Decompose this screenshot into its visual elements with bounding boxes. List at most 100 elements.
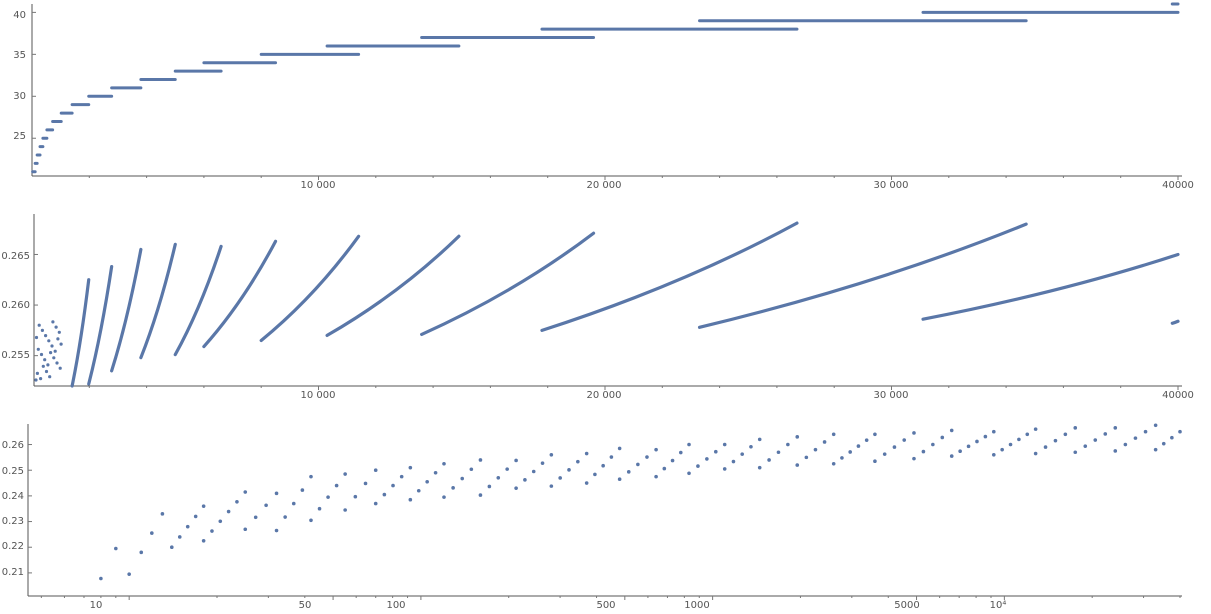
log-point (873, 432, 877, 437)
middle-panel-fractional: 10 000 20 000 30 000 40000 0.255 0.260 0… (1, 214, 1194, 401)
bottom-ytick-label-025: 0.25 (2, 466, 24, 477)
cluster-point (40, 328, 45, 332)
log-point (531, 469, 536, 474)
log-point (740, 452, 745, 456)
log-point (912, 456, 916, 461)
log-point (185, 524, 190, 529)
top-xtick-label-20000: 20 000 (587, 180, 622, 191)
bottom-xtick-label-1000: 1000 (684, 600, 709, 611)
log-point (1170, 435, 1174, 440)
cluster-point (55, 361, 59, 365)
log-point (636, 462, 640, 467)
log-point (840, 456, 844, 460)
log-point (786, 442, 790, 447)
log-point (540, 461, 545, 465)
cluster-point (47, 339, 51, 343)
log-point (975, 439, 979, 444)
log-point (451, 486, 455, 490)
bottom-xtick-label-5000: 5000 (894, 600, 919, 611)
cluster-point (51, 320, 55, 324)
branch-curve (1170, 319, 1180, 325)
cluster-point (39, 352, 44, 357)
log-point (1063, 432, 1068, 437)
log-point (291, 501, 296, 506)
mid-xtick-label-10000: 10 000 (301, 390, 336, 401)
log-point (983, 434, 988, 439)
log-point (442, 495, 446, 499)
log-point (731, 459, 736, 464)
log-point (864, 438, 869, 442)
branch-curve (325, 234, 461, 338)
cluster-point (34, 335, 39, 340)
log-point (243, 527, 248, 532)
log-point (1025, 432, 1030, 437)
bottom-ytick-label-023: 0.23 (2, 516, 24, 527)
bottom-xtick-label-50: 50 (299, 600, 312, 611)
log-point (645, 455, 649, 459)
log-point (558, 476, 562, 480)
log-point (218, 519, 223, 524)
log-point (576, 459, 580, 464)
log-point (776, 450, 781, 455)
log-point (958, 449, 962, 454)
bottom-panel-points (99, 423, 1182, 581)
top-ytick-label-25: 25 (13, 131, 26, 142)
log-point (873, 459, 877, 464)
cluster-point (44, 369, 49, 374)
bottom-xtick-label-10: 10 (90, 600, 103, 611)
branch-curve (173, 244, 223, 357)
log-point (283, 515, 287, 519)
log-point (749, 444, 753, 449)
cluster-point (39, 377, 43, 381)
log-point (892, 445, 897, 449)
log-point (201, 539, 206, 543)
log-point (1043, 445, 1048, 449)
log-point (160, 512, 165, 516)
log-point (487, 484, 492, 489)
log-point (317, 506, 322, 511)
cluster-point (36, 347, 40, 351)
log-point (353, 494, 358, 499)
log-point (496, 475, 501, 480)
middle-panel-points (34, 221, 1180, 388)
bottom-xtick-label-10e4: 10⁴ (990, 600, 1007, 611)
cluster-point (48, 375, 52, 379)
log-point (150, 531, 154, 535)
log-point (593, 472, 597, 477)
log-point (931, 442, 935, 447)
top-ytick-label-30: 30 (13, 91, 26, 102)
log-point (1161, 441, 1166, 446)
log-point (373, 468, 378, 473)
log-point (226, 509, 231, 514)
branch-curve (70, 278, 91, 388)
log-point (460, 476, 465, 481)
top-ytick-label-40: 40 (13, 10, 26, 21)
log-point (326, 495, 330, 499)
log-point (549, 484, 554, 488)
bottom-ytick-label-024: 0.24 (2, 491, 24, 502)
cluster-point (56, 337, 60, 341)
log-point (1017, 437, 1021, 442)
log-point (264, 503, 268, 508)
log-point (343, 508, 347, 512)
log-point (169, 545, 174, 550)
log-point (617, 477, 622, 481)
log-point (687, 442, 691, 447)
top-xtick-label-40000: 40000 (1162, 180, 1194, 191)
log-point (609, 455, 614, 459)
log-point (1123, 442, 1128, 447)
log-point (139, 550, 144, 555)
log-point (408, 497, 413, 502)
log-point (478, 493, 483, 497)
log-point (678, 450, 683, 455)
log-point (425, 479, 429, 484)
log-point (391, 483, 395, 488)
bottom-panel-axes (27, 424, 1182, 600)
log-point (514, 486, 518, 490)
cluster-point (50, 344, 54, 348)
log-point (416, 488, 421, 493)
bottom-ytick-label-026: 0.26 (2, 440, 24, 451)
branch-curve (139, 242, 177, 360)
log-point (567, 468, 571, 472)
cluster-point (53, 349, 57, 353)
